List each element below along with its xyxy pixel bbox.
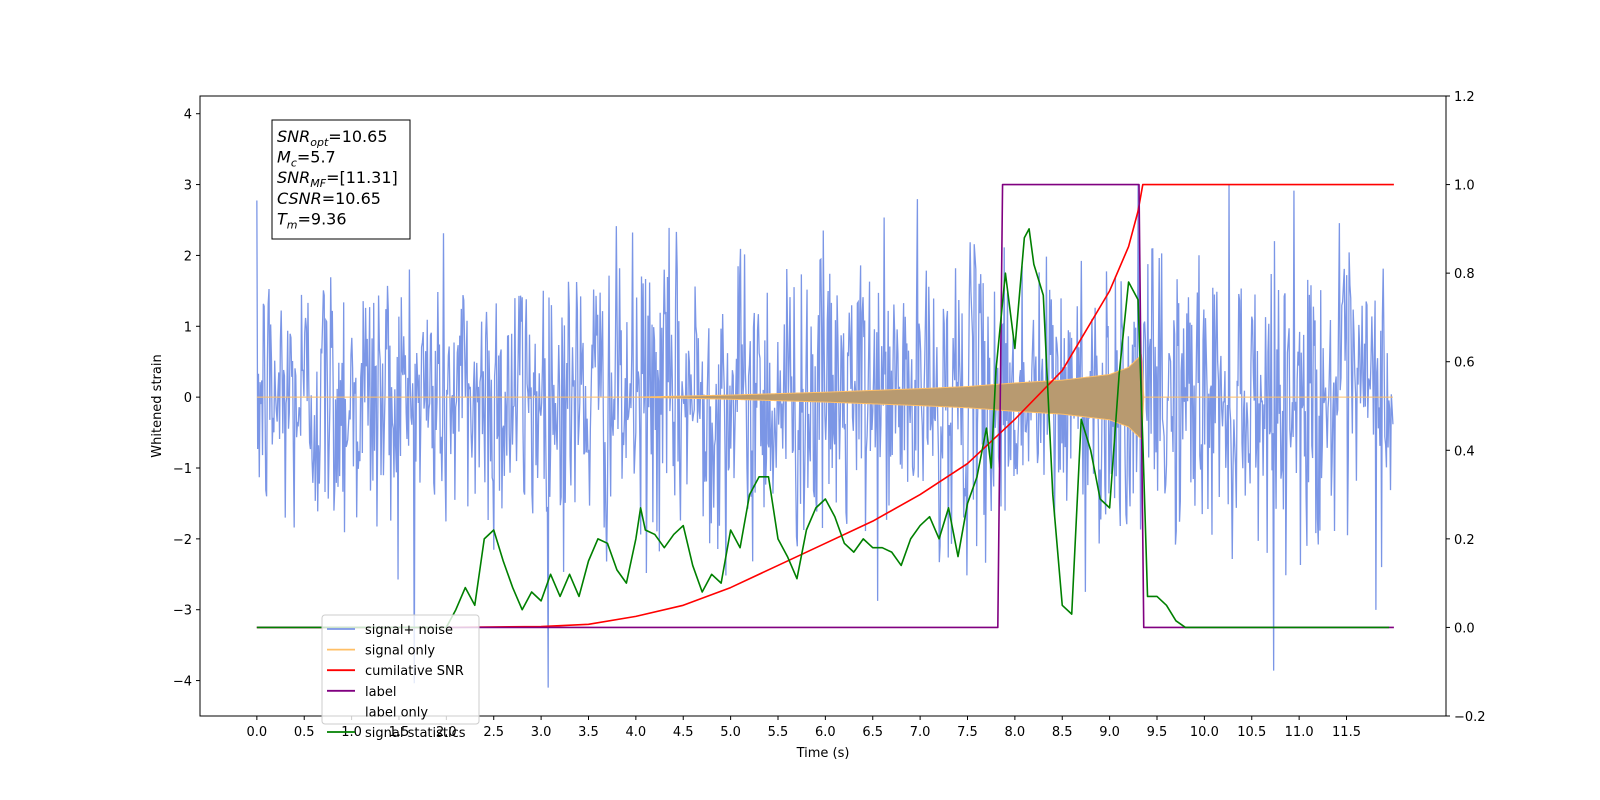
legend-label-label-only: label only [365,705,428,720]
annotation-box: SNRopt=10.65Mc=5.7SNRMF=[11.31]CSNR=10.6… [271,119,411,240]
y-tick-label: −1 [173,462,192,477]
x-tick-label: 5.5 [768,725,789,740]
annotation-line: CSNR=10.65 [277,189,381,208]
plot-frame [199,95,1447,717]
legend: signal+ noise signal only cumilative SNR la… [321,614,480,741]
x-axis: 0.0 0.5 1.0 1.5 2.0 2.5 3.0 3.5 4.0 4.5 5.0 5.5 6.0 6… [247,716,1361,740]
y-tick-label: 3 [184,179,192,194]
plot-area [256,183,1394,688]
legend-label-signal-noise: signal+ noise [365,623,453,638]
x-tick-label: 0.5 [294,725,315,740]
y-axis-label: Whitened strain [150,354,165,457]
y2-tick-label: 0.8 [1454,267,1475,282]
legend-label-signal-statistics: signal statistics [365,726,466,741]
x-tick-label: 7.0 [910,725,931,740]
y2-tick-label: 0.4 [1454,444,1475,459]
y2-tick-label: 1.2 [1454,90,1475,105]
annotation-line: SNRMF=[11.31] [277,168,398,190]
x-tick-label: 2.5 [483,725,504,740]
y-axis-right: −0.2 0.0 0.2 0.4 0.6 0.8 1.0 1.2 [1446,90,1486,725]
y-tick-label: −3 [173,604,192,619]
series-signal-noise [256,184,1394,688]
annotation-line: SNRopt=10.65 [277,127,388,149]
x-tick-label: 11.0 [1285,725,1314,740]
x-tick-label: 0.0 [247,725,268,740]
x-tick-label: 6.5 [862,725,883,740]
legend-label-signal-only: signal only [365,644,435,659]
x-tick-label: 2.0 [436,725,457,740]
y2-tick-label: −0.2 [1454,710,1486,725]
x-tick-label: 3.5 [578,725,599,740]
annotation-line: Tm=9.36 [277,209,347,231]
x-tick-label: 7.5 [957,725,978,740]
x-tick-label: 8.5 [1052,725,1073,740]
series-signal-only [256,354,1393,441]
annotation-line: Mc=5.7 [277,148,336,170]
y-tick-label: 1 [184,320,192,335]
y2-tick-label: 0.2 [1454,533,1475,548]
y2-tick-label: 1.0 [1454,179,1475,194]
y-tick-label: −2 [173,533,192,548]
x-axis-label: Time (s) [796,746,850,761]
x-tick-label: 9.5 [1147,725,1168,740]
x-tick-label: 8.0 [1005,725,1026,740]
x-tick-label: 1.5 [389,725,410,740]
legend-label-cumilative-snr: cumilative SNR [365,664,464,679]
x-tick-label: 4.5 [673,725,694,740]
x-tick-label: 6.0 [815,725,836,740]
y-tick-label: 2 [184,249,192,264]
legend-label-label: label [365,685,396,700]
y-axis-left: −4 −3 −2 −1 0 1 2 3 4 [173,108,200,690]
x-tick-label: 10.5 [1237,725,1266,740]
y-tick-label: 0 [184,391,192,406]
x-tick-label: 9.0 [1099,725,1120,740]
series-signal-statistics [256,228,1390,629]
legend-frame [321,614,480,725]
x-tick-label: 4.0 [626,725,647,740]
x-tick-label: 3.0 [531,725,552,740]
x-tick-label: 5.0 [720,725,741,740]
series-cumilative-snr [256,183,1394,629]
annotation-frame [271,119,411,240]
y2-tick-label: 0.6 [1454,356,1475,371]
y-tick-label: −4 [173,675,192,690]
x-tick-label: 11.5 [1332,725,1361,740]
y2-tick-label: 0.0 [1454,621,1475,636]
x-tick-label: 10.0 [1190,725,1219,740]
y-tick-label: 4 [184,108,192,123]
